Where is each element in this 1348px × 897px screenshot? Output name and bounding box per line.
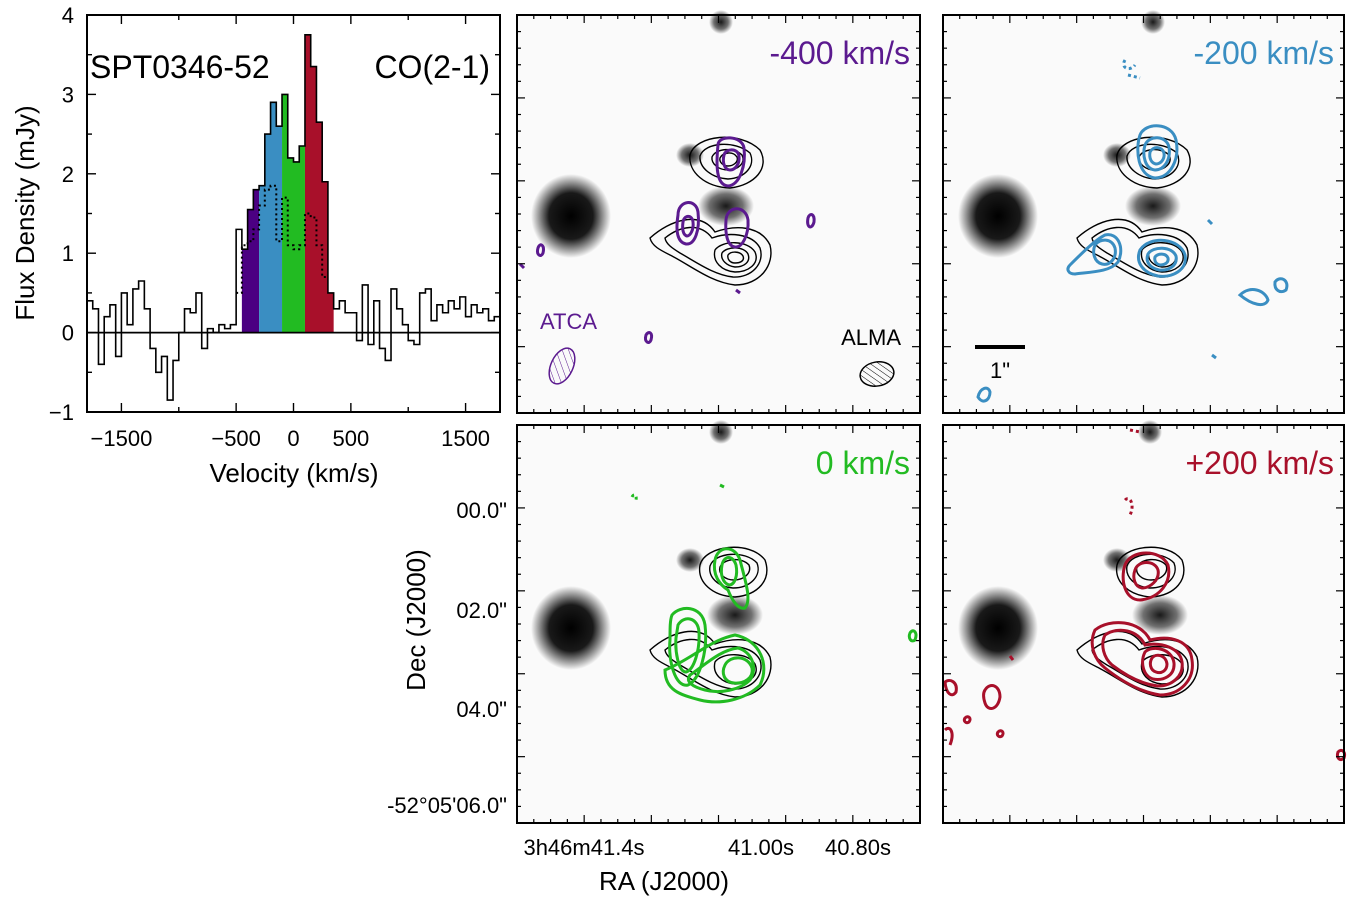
spectrum-series-dotted — [236, 184, 328, 294]
map-panel-0: 0 km/s — [516, 420, 921, 824]
spectrum-ytick-label: 2 — [62, 162, 74, 187]
channel-band-1 — [259, 102, 283, 333]
dec-axis-label: Dec (J2000) — [401, 549, 431, 691]
line-label: CO(2-1) — [374, 49, 490, 85]
spectrum-ytick-label: −1 — [49, 400, 74, 425]
map-panel-plus200: +200 km/s — [942, 420, 1346, 824]
map-panel-minus200: 1" -200 km/s — [942, 10, 1345, 414]
spectrum-ticks: −1500 −500 0 500 1500 −1 0 1 2 3 4 — [49, 3, 500, 451]
dec-tick-label: 04.0" — [456, 697, 507, 722]
ra-tick-label: 41.00s — [728, 835, 794, 860]
dec-tick-label: 00.0" — [456, 498, 507, 523]
source-label: SPT0346-52 — [90, 49, 270, 85]
spectrum-ytick-label: 1 — [62, 241, 74, 266]
spectrum-ytick-label: 4 — [62, 3, 74, 28]
channel-band-0 — [241, 189, 260, 333]
spectrum-xtick-label: 500 — [333, 426, 370, 451]
ra-axis-label: RA (J2000) — [599, 866, 729, 896]
spectrum-ylabel: Flux Density (mJy) — [10, 105, 40, 320]
channel-band-2 — [282, 94, 305, 333]
ra-tick-label: 3h46m41.4s — [523, 835, 644, 860]
spectrum-xtick-label: 1500 — [441, 426, 490, 451]
panel-label-plus200: +200 km/s — [1185, 445, 1334, 481]
map-ticks — [517, 15, 1344, 823]
scale-bar-label: 1" — [990, 358, 1010, 383]
ra-tick-label: 40.80s — [825, 835, 891, 860]
dec-tick-label: 02.0" — [456, 598, 507, 623]
spectrum-ytick-label: 0 — [62, 321, 74, 346]
panel-label-0: 0 km/s — [816, 445, 910, 481]
spectrum-xtick-label: −1500 — [91, 426, 153, 451]
dec-tick-label: -52°05'06.0" — [387, 793, 507, 818]
spectrum-xlabel: Velocity (km/s) — [209, 458, 378, 488]
map-panel-minus400: ATCA ALMA -400 km/s — [516, 10, 921, 414]
channel-bands — [241, 34, 334, 333]
alma-beam-label: ALMA — [841, 325, 901, 350]
spectrum-xtick-label: 0 — [287, 426, 299, 451]
spectrum-series-solid — [87, 34, 500, 401]
atca-beam-label: ATCA — [540, 309, 597, 334]
panel-label-minus200: -200 km/s — [1194, 35, 1334, 71]
panel-label-minus400: -400 km/s — [770, 35, 910, 71]
spectrum-xtick-label: −500 — [211, 426, 261, 451]
channel-band-3 — [304, 34, 334, 333]
spectrum-panel: −1500 −500 0 500 1500 −1 0 1 2 3 4 SPT0346-52 CO(2… — [10, 3, 501, 488]
spectrum-ytick-label: 3 — [62, 82, 74, 107]
